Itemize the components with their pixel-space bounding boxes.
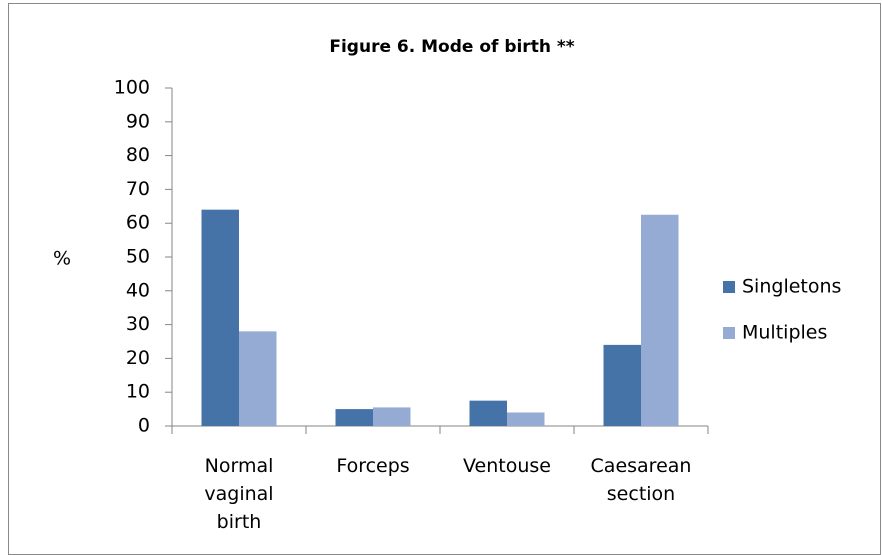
y-tick-label: 60 [126,212,150,234]
y-axis-label: % [53,248,71,270]
y-tick-label: 90 [126,110,150,132]
bar [507,412,545,426]
x-tick-label: Normal vaginal birth [204,455,273,533]
chart-title: Figure 6. Mode of birth ** [329,37,574,57]
legend-swatch [723,327,735,339]
y-tick-label: 100 [114,77,150,99]
bar [469,400,507,426]
bar [335,409,373,426]
x-tick-label-line: section [607,483,675,505]
y-tick-label: 0 [138,415,150,437]
chart-frame [8,3,881,555]
x-tick-label: Caesarean section [591,455,692,505]
bar [641,214,679,426]
bar [201,209,239,426]
y-tick-label: 30 [126,313,150,335]
x-tick-label-line: Caesarean [591,455,692,477]
bar [239,331,277,426]
x-tick-label-line: vaginal [204,483,273,505]
bar [603,344,641,426]
x-tick-label-line: Ventouse [463,455,551,477]
bar [373,407,411,426]
y-tick-label: 10 [126,381,150,403]
legend-swatch [723,281,735,293]
x-tick-label-line: Forceps [336,455,409,477]
y-tick-label: 80 [126,144,150,166]
y-tick-label: 40 [126,279,150,301]
x-tick-label-line: Normal [205,455,274,477]
x-tick-label: Ventouse [463,455,551,477]
legend-label: Multiples [742,322,827,344]
y-tick-label: 50 [126,246,150,268]
x-tick-label-line: birth [217,511,262,533]
y-tick-label: 70 [126,178,150,200]
legend-label: Singletons [742,276,841,298]
y-tick-label: 20 [126,347,150,369]
x-tick-label: Forceps [336,455,409,477]
